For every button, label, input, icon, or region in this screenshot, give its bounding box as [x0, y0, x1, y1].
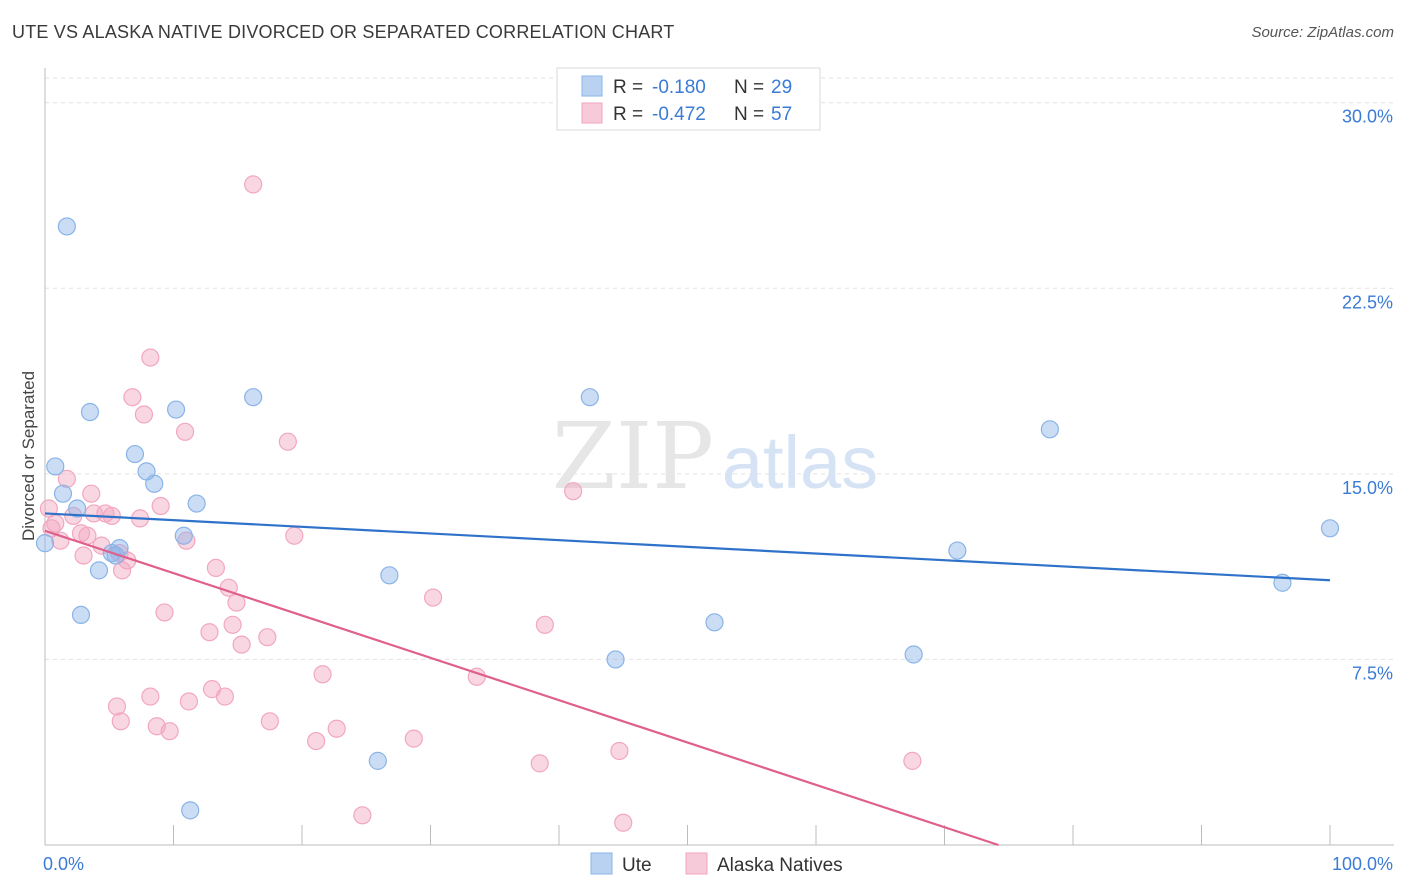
data-point	[74, 546, 93, 565]
data-point	[177, 531, 196, 550]
data-point	[80, 402, 100, 422]
data-point	[1320, 519, 1340, 538]
data-point	[53, 484, 73, 503]
data-point	[46, 514, 65, 533]
data-point	[307, 731, 326, 751]
data-point	[285, 526, 304, 545]
y-tick-label: 30.0%	[1342, 107, 1393, 127]
x-tick-label-min: 0.0%	[43, 854, 84, 874]
stats-n-label: N =	[734, 77, 764, 98]
data-point	[423, 588, 443, 607]
data-point	[368, 751, 387, 770]
data-point	[151, 496, 170, 516]
chart-title: UTE VS ALASKA NATIVE DIVORCED OR SEPARAT…	[12, 22, 675, 42]
y-tick-label: 22.5%	[1342, 292, 1393, 312]
data-point	[175, 422, 195, 441]
stats-swatch	[581, 75, 603, 97]
data-point	[206, 558, 226, 577]
data-point	[278, 432, 297, 451]
data-point	[82, 484, 101, 503]
source-credit: Source: ZipAtlas.com	[1251, 24, 1394, 41]
legend-swatch	[590, 852, 613, 875]
stats-r-value: -0.472	[652, 104, 706, 125]
y-axis-label: Divorced or Separated	[19, 371, 38, 541]
data-point	[530, 754, 549, 773]
stats-r-value: -0.180	[652, 77, 706, 98]
watermark-atlas: atlas	[722, 421, 878, 504]
series-legend: Ute Alaska Natives	[590, 852, 843, 876]
data-point	[145, 474, 164, 493]
data-point	[1040, 420, 1059, 439]
stats-r-label: R =	[613, 104, 643, 125]
data-point	[125, 444, 145, 464]
data-point	[123, 388, 142, 407]
data-point	[327, 719, 346, 738]
data-point	[904, 645, 923, 664]
data-point	[948, 541, 967, 560]
data-point	[89, 561, 109, 580]
data-point	[187, 494, 206, 513]
stats-legend: R = -0.180 N = 29 R = -0.472 N = 57	[556, 67, 821, 131]
data-point	[244, 388, 263, 407]
y-tick-label: 15.0%	[1342, 478, 1393, 498]
data-point	[223, 615, 242, 634]
data-point	[134, 405, 154, 424]
data-point	[260, 712, 279, 731]
legend-swatch	[685, 852, 708, 875]
data-point	[111, 712, 130, 731]
data-point	[181, 801, 200, 820]
series-ute	[35, 217, 1340, 820]
data-point	[535, 615, 554, 634]
data-point	[614, 813, 633, 832]
watermark: ZIP atlas	[552, 403, 878, 510]
data-point	[564, 482, 583, 501]
stats-r-label: R =	[613, 77, 643, 98]
data-point	[215, 687, 234, 706]
data-point	[57, 469, 76, 488]
trend-line	[44, 512, 1331, 582]
data-point	[200, 623, 219, 642]
data-point	[313, 665, 332, 684]
legend-label: Ute	[622, 855, 652, 876]
data-point	[141, 687, 160, 706]
data-point	[107, 697, 127, 716]
data-point	[610, 741, 629, 761]
data-point	[35, 534, 55, 553]
data-point	[174, 526, 193, 545]
x-tick-label-max: 100.0%	[1332, 854, 1393, 874]
data-point	[71, 605, 91, 625]
trend-line	[44, 529, 999, 847]
data-point	[46, 457, 65, 476]
data-point	[404, 729, 423, 748]
stats-swatch	[581, 102, 603, 124]
data-point	[380, 566, 399, 585]
stats-n-value: 57	[771, 104, 792, 125]
y-tick-label: 7.5%	[1352, 663, 1393, 683]
series-alaska-natives	[39, 175, 922, 832]
data-point	[68, 499, 87, 518]
data-point	[903, 751, 922, 770]
data-point	[705, 613, 724, 632]
data-point	[606, 650, 625, 669]
data-point	[258, 628, 277, 647]
data-point	[179, 692, 199, 711]
data-point	[155, 603, 174, 622]
data-point	[353, 806, 372, 825]
watermark-zip: ZIP	[552, 403, 714, 510]
legend-label: Alaska Natives	[717, 855, 843, 876]
data-point	[244, 175, 263, 194]
data-point	[580, 388, 599, 407]
stats-n-label: N =	[734, 104, 764, 125]
data-point	[57, 217, 76, 236]
data-point	[141, 348, 160, 367]
data-point	[232, 635, 251, 654]
data-point	[166, 400, 186, 419]
stats-n-value: 29	[771, 77, 792, 98]
data-point	[110, 538, 129, 558]
data-point	[160, 722, 179, 741]
